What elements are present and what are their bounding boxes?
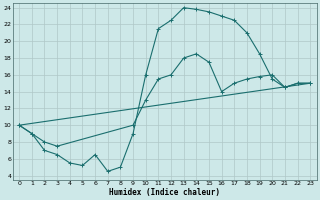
X-axis label: Humidex (Indice chaleur): Humidex (Indice chaleur)	[109, 188, 220, 197]
